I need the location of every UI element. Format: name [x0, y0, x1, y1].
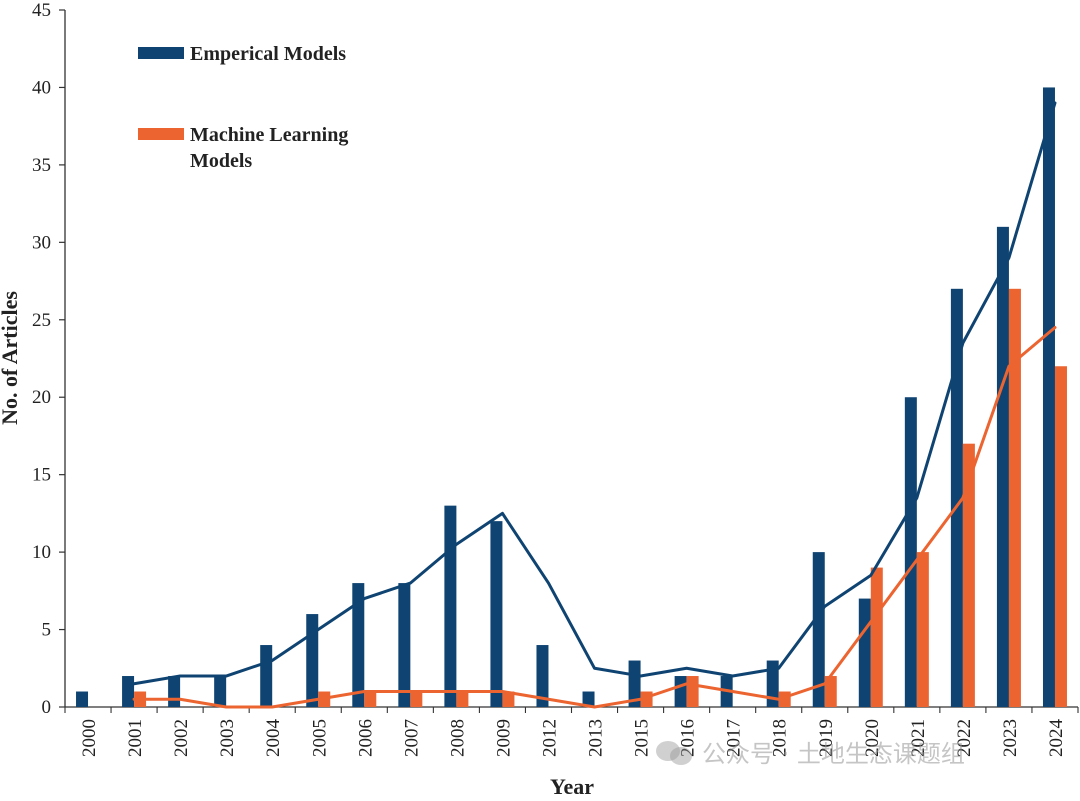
x-tick-label: 2012 [539, 719, 560, 757]
bar-emperical [444, 505, 457, 707]
bar-emperical [490, 521, 503, 707]
legend-swatch [138, 128, 184, 140]
bar-machine-learning [962, 443, 975, 707]
y-tick-label: 0 [42, 697, 52, 718]
legend-swatch [138, 47, 184, 59]
x-tick-label: 2005 [309, 719, 330, 757]
legend-label: Emperical Models [190, 43, 346, 65]
y-tick-label: 40 [32, 77, 51, 98]
y-tick-label: 20 [32, 387, 51, 408]
bar-emperical [628, 660, 641, 707]
y-tick-label: 10 [32, 542, 51, 563]
x-tick-label: 2002 [171, 719, 192, 757]
trend-line-machine-learning [132, 326, 1057, 709]
x-tick-label: 2006 [355, 719, 376, 757]
bar-machine-learning [916, 552, 929, 707]
y-tick-label: 5 [42, 620, 52, 641]
bar-emperical [398, 583, 411, 707]
bar-emperical [812, 552, 825, 707]
y-tick-label: 35 [32, 155, 51, 176]
bar-emperical [582, 691, 595, 707]
x-tick-label: 2013 [586, 719, 607, 757]
trend-line-emperical [132, 101, 1057, 686]
x-axis-title: Year [550, 774, 594, 796]
bar-machine-learning [870, 567, 883, 707]
bar-machine-learning [1054, 366, 1067, 707]
x-tick-label: 2024 [1046, 719, 1067, 758]
x-tick-label: 2003 [217, 719, 238, 757]
x-tick-label: 2009 [493, 719, 514, 757]
bar-machine-learning [410, 691, 423, 707]
x-tick-label: 2019 [816, 719, 837, 757]
legend-label: Models [190, 150, 252, 172]
bar-machine-learning [364, 691, 377, 707]
x-tick-label: 2004 [263, 719, 284, 758]
bar-machine-learning [502, 691, 515, 707]
bar-machine-learning [456, 691, 469, 707]
bar-emperical [536, 645, 549, 707]
bar-emperical [260, 645, 273, 707]
legend-label: Machine Learning [190, 124, 348, 146]
bar-emperical [352, 583, 365, 707]
x-tick-label: 2022 [954, 719, 975, 757]
bar-emperical [766, 660, 779, 707]
x-tick-label: 2021 [908, 719, 929, 757]
x-tick-label: 2008 [447, 719, 468, 757]
y-tick-label: 25 [32, 310, 51, 331]
bar-machine-learning [824, 676, 837, 707]
bar-machine-learning [1008, 288, 1021, 707]
x-tick-label: 2001 [125, 719, 146, 757]
bar-emperical [122, 676, 135, 707]
bar-emperical [306, 614, 319, 707]
x-tick-label: 2007 [401, 719, 422, 757]
bar-emperical [1042, 87, 1055, 707]
bar-emperical [950, 288, 963, 707]
x-tick-label: 2018 [770, 719, 791, 757]
bar-emperical [858, 598, 871, 707]
y-tick-label: 30 [32, 232, 51, 253]
bar-machine-learning [686, 676, 699, 707]
x-tick-label: 2020 [862, 719, 883, 757]
bar-emperical [168, 676, 181, 707]
x-tick-label: 2000 [79, 719, 100, 757]
x-tick-label: 2016 [678, 719, 699, 757]
y-axis-title: No. of Articles [0, 291, 22, 425]
y-tick-label: 15 [32, 465, 51, 486]
bar-emperical [214, 676, 227, 707]
x-tick-label: 2015 [632, 719, 653, 757]
bar-emperical [674, 676, 687, 707]
bar-emperical [76, 691, 89, 707]
x-tick-label: 2023 [1000, 719, 1021, 757]
bar-emperical [904, 397, 917, 707]
x-tick-label: 2017 [724, 719, 745, 757]
y-tick-label: 45 [32, 0, 51, 21]
bar-emperical [996, 226, 1009, 707]
